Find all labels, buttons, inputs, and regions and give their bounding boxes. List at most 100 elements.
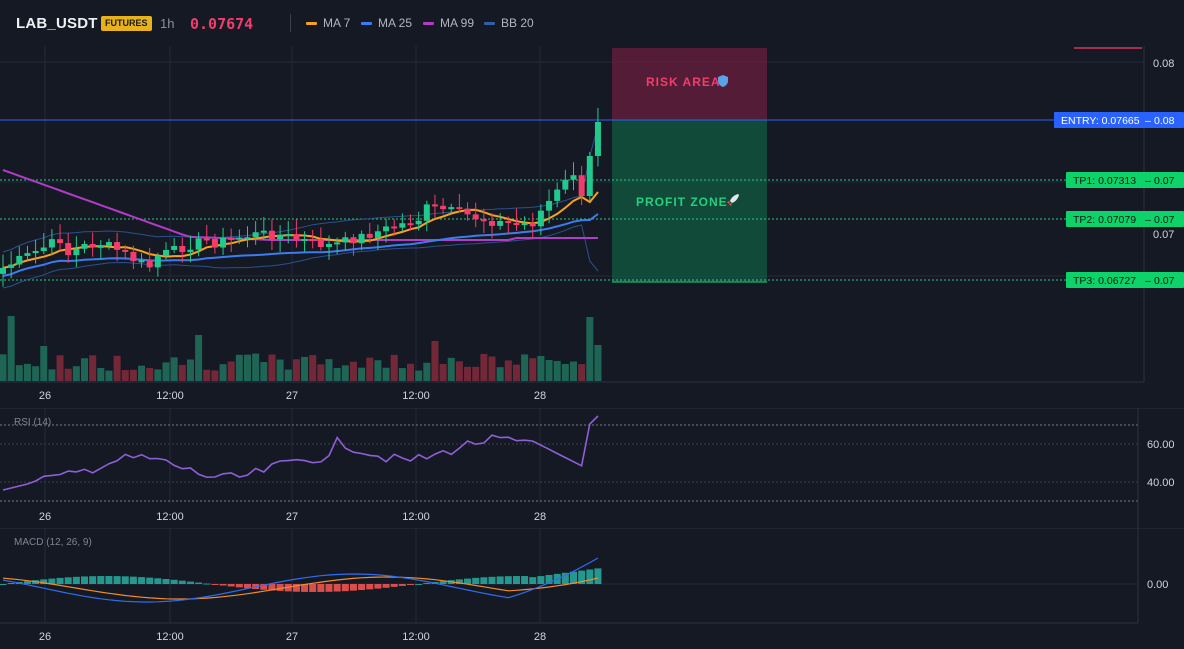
candle-body[interactable]	[122, 249, 129, 252]
candle-body[interactable]	[448, 207, 455, 210]
candle-body[interactable]	[154, 255, 161, 268]
candle-body[interactable]	[374, 231, 381, 238]
candle-body[interactable]	[326, 243, 332, 247]
macd-bar	[480, 577, 488, 584]
candle-body[interactable]	[570, 175, 577, 180]
candle-body[interactable]	[163, 249, 169, 256]
candle-body[interactable]	[138, 260, 145, 263]
candle-body[interactable]	[529, 223, 536, 227]
candle-body[interactable]	[211, 238, 218, 248]
candle-body[interactable]	[334, 242, 341, 245]
candle-body[interactable]	[130, 251, 137, 262]
symbol-name[interactable]: LAB_USDT	[16, 15, 98, 32]
macd-line	[2, 557, 599, 603]
candle-body[interactable]	[342, 237, 349, 243]
candle-body[interactable]	[407, 223, 414, 226]
candle-body[interactable]	[440, 205, 447, 210]
candle-body[interactable]	[187, 249, 194, 253]
candle-body[interactable]	[301, 238, 308, 241]
candle-body[interactable]	[505, 220, 512, 224]
candle-body[interactable]	[521, 223, 528, 226]
candle-body[interactable]	[220, 237, 227, 248]
candle-body[interactable]	[350, 237, 357, 244]
candle-body[interactable]	[236, 237, 243, 240]
candle-body[interactable]	[366, 233, 373, 238]
tp1-axis-label[interactable]: TP1: 0.07313 – 0.07	[1066, 172, 1184, 188]
timeframe-selector[interactable]: 1h	[160, 16, 175, 31]
candle-body[interactable]	[89, 243, 96, 248]
candle-body[interactable]	[464, 208, 471, 215]
candle-body[interactable]	[0, 267, 6, 274]
candle-body[interactable]	[40, 247, 47, 251]
candle-body[interactable]	[8, 264, 15, 268]
candle-body[interactable]	[480, 219, 487, 222]
legend-bb20[interactable]: BB 20	[484, 16, 534, 30]
candle-body[interactable]	[489, 220, 495, 226]
candle-body[interactable]	[146, 260, 153, 268]
candle-body[interactable]	[456, 207, 463, 210]
tp2-axis-label[interactable]: TP2: 0.07079 – 0.07	[1066, 211, 1184, 227]
candle-body[interactable]	[171, 245, 178, 250]
candle-body[interactable]	[105, 242, 112, 246]
candle-body[interactable]	[260, 230, 267, 233]
candle-body[interactable]	[383, 226, 390, 232]
candle-body[interactable]	[399, 223, 406, 228]
candle-body[interactable]	[81, 243, 88, 249]
candle-body[interactable]	[554, 189, 561, 201]
candle-body[interactable]	[203, 238, 210, 241]
candle-body[interactable]	[537, 210, 544, 227]
candle-body[interactable]	[252, 232, 259, 238]
macd-bar	[64, 577, 72, 584]
profit-zone[interactable]	[612, 120, 767, 282]
candle-body[interactable]	[32, 250, 39, 254]
candle-body[interactable]	[195, 238, 202, 250]
candle-body[interactable]	[317, 239, 324, 247]
candle-body[interactable]	[415, 220, 422, 225]
candle-body[interactable]	[57, 239, 64, 244]
tp3-axis-label[interactable]: TP3: 0.06727 – 0.07	[1066, 272, 1184, 288]
candle-body[interactable]	[513, 223, 520, 226]
candle-body[interactable]	[97, 245, 104, 248]
candle-body[interactable]	[65, 243, 72, 256]
macd-bar	[138, 577, 146, 584]
candle-body[interactable]	[244, 237, 251, 240]
candle-body[interactable]	[358, 233, 365, 244]
candle-body[interactable]	[114, 242, 121, 250]
candle-body[interactable]	[391, 226, 398, 229]
candle-body[interactable]	[578, 175, 585, 196]
candle-body[interactable]	[268, 230, 275, 240]
candle-body[interactable]	[73, 248, 80, 256]
candle-body[interactable]	[228, 237, 235, 240]
price-chart[interactable]: RISK AREA PROFIT ZONE ENTRY: 0.07665 – 0…	[0, 46, 1184, 408]
candle-body[interactable]	[309, 238, 316, 241]
candle-body[interactable]	[293, 234, 300, 240]
candle-body[interactable]	[48, 239, 55, 248]
candle-body[interactable]	[431, 204, 438, 207]
price-pane[interactable]: RISK AREA PROFIT ZONE ENTRY: 0.07665 – 0…	[0, 46, 1184, 408]
candle-body[interactable]	[285, 234, 292, 237]
legend-ma7[interactable]: MA 7	[306, 16, 350, 30]
candle-body[interactable]	[24, 253, 31, 256]
entry-axis-label[interactable]: ENTRY: 0.07665 – 0.08	[1054, 112, 1184, 128]
candle-body[interactable]	[594, 122, 601, 156]
risk-area-zone[interactable]	[612, 48, 767, 120]
macd-chart[interactable]: MACD (12, 26, 9) 0.00 26 12:00 27 12:00 …	[0, 528, 1184, 649]
volume-bar	[358, 367, 366, 381]
candle-body[interactable]	[586, 156, 593, 196]
legend-ma99[interactable]: MA 99	[423, 16, 474, 30]
rsi-pane[interactable]: RSI (14) 60.00 40.00 26 12:00 27 12:00 2…	[0, 408, 1184, 528]
rsi-chart[interactable]: RSI (14) 60.00 40.00 26 12:00 27 12:00 2…	[0, 408, 1184, 528]
candle-body[interactable]	[472, 214, 479, 220]
candle-body[interactable]	[277, 234, 284, 240]
candle-body[interactable]	[562, 179, 569, 190]
legend-ma25[interactable]: MA 25	[361, 16, 412, 30]
candle-body[interactable]	[423, 204, 430, 221]
volume-bar	[439, 363, 447, 381]
macd-pane[interactable]: MACD (12, 26, 9) 0.00 26 12:00 27 12:00 …	[0, 528, 1184, 649]
candle-body[interactable]	[16, 255, 23, 265]
candlesticks[interactable]	[0, 107, 601, 287]
candle-body[interactable]	[546, 200, 553, 211]
macd-bar	[154, 578, 162, 584]
candle-body[interactable]	[497, 220, 504, 226]
candle-body[interactable]	[179, 245, 186, 253]
